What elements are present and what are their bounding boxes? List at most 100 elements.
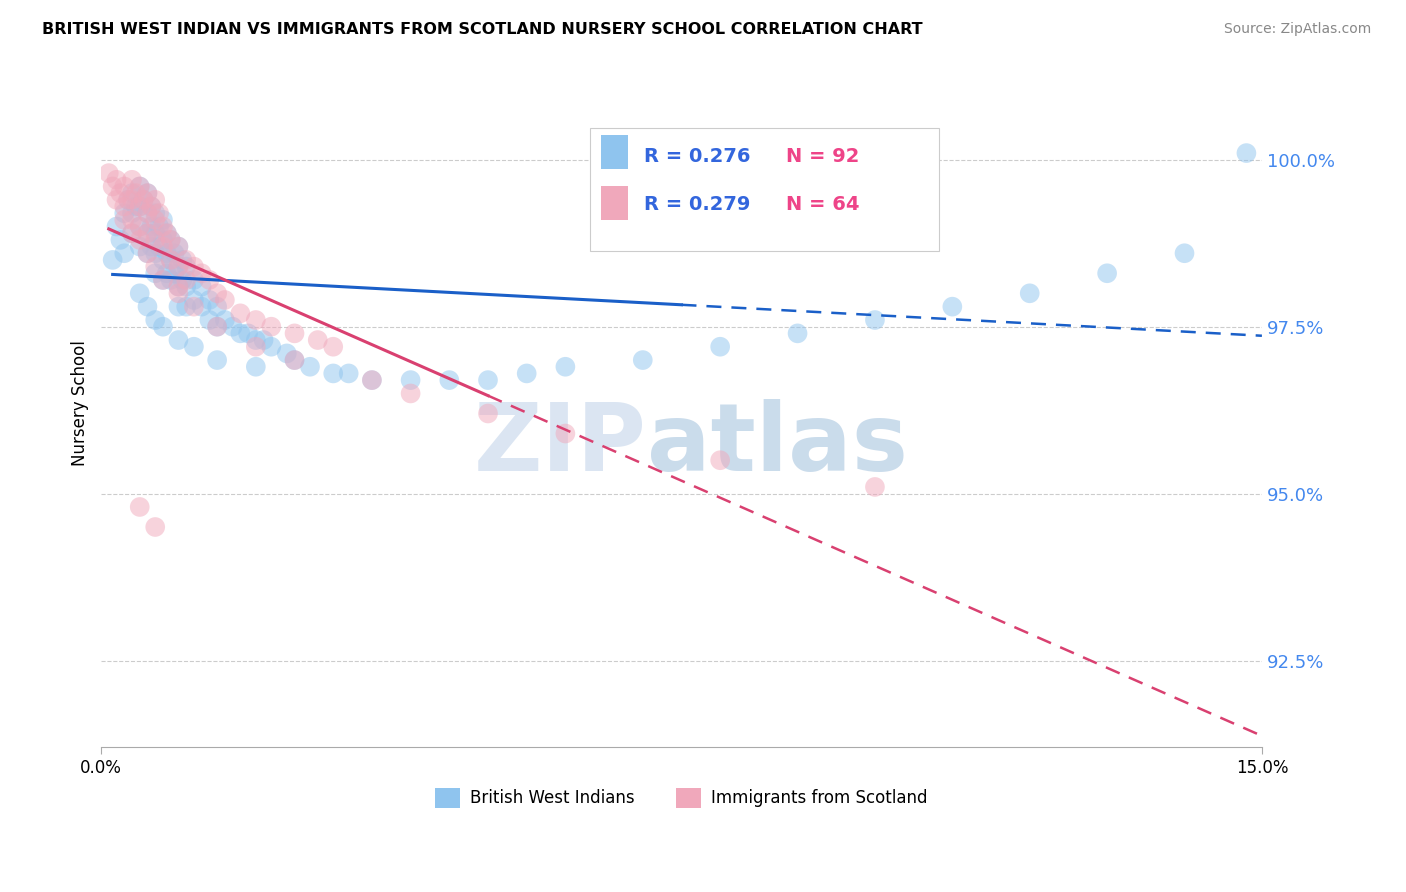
Point <box>183 300 205 314</box>
Point <box>128 239 150 253</box>
Point <box>198 293 221 307</box>
Point <box>128 179 150 194</box>
Point <box>167 239 190 253</box>
Point <box>105 193 128 207</box>
Point <box>236 326 259 341</box>
Point <box>128 199 150 213</box>
Point <box>152 233 174 247</box>
Point <box>439 373 461 387</box>
Point <box>516 367 538 381</box>
Point <box>152 319 174 334</box>
Point <box>167 279 190 293</box>
Point <box>159 252 181 267</box>
Y-axis label: Nursery School: Nursery School <box>72 341 89 467</box>
Point <box>143 193 166 207</box>
Text: ZIP: ZIP <box>474 399 647 491</box>
Point <box>141 199 163 213</box>
Point <box>136 246 159 260</box>
Text: Source: ZipAtlas.com: Source: ZipAtlas.com <box>1223 22 1371 37</box>
Point <box>399 386 422 401</box>
Point <box>136 246 159 260</box>
Point <box>152 239 174 253</box>
Point <box>112 206 135 220</box>
Point <box>283 353 305 368</box>
Point <box>141 219 163 234</box>
Point <box>159 252 181 267</box>
Legend: British West Indians, Immigrants from Scotland: British West Indians, Immigrants from Sc… <box>429 781 935 814</box>
Point <box>112 212 135 227</box>
Point <box>174 279 197 293</box>
Point <box>152 273 174 287</box>
Point <box>101 179 124 194</box>
Point <box>143 520 166 534</box>
Point <box>205 319 228 334</box>
Point <box>156 226 179 240</box>
Point <box>245 340 267 354</box>
Point <box>283 353 305 368</box>
Point <box>260 340 283 354</box>
Point <box>183 273 205 287</box>
Point <box>709 453 731 467</box>
Text: BRITISH WEST INDIAN VS IMMIGRANTS FROM SCOTLAND NURSERY SCHOOL CORRELATION CHART: BRITISH WEST INDIAN VS IMMIGRANTS FROM S… <box>42 22 922 37</box>
Point <box>399 373 422 387</box>
Point <box>167 279 190 293</box>
Point <box>863 313 886 327</box>
Text: R = 0.279: R = 0.279 <box>644 195 751 214</box>
Point <box>283 326 305 341</box>
Point <box>167 286 190 301</box>
Point <box>121 206 143 220</box>
Point <box>205 353 228 368</box>
Point <box>198 273 221 287</box>
Point <box>190 300 212 314</box>
Point <box>322 340 344 354</box>
Point <box>136 226 159 240</box>
Point <box>128 286 150 301</box>
Point <box>121 173 143 187</box>
Point <box>477 407 499 421</box>
Point <box>128 233 150 247</box>
Point <box>245 359 267 374</box>
Point <box>125 186 148 201</box>
Point <box>190 266 212 280</box>
Point <box>183 340 205 354</box>
Point <box>148 239 170 253</box>
Point <box>105 219 128 234</box>
Point <box>132 193 155 207</box>
Point <box>143 233 166 247</box>
Point <box>97 166 120 180</box>
Point <box>941 300 963 314</box>
Point <box>128 219 150 234</box>
Point <box>148 219 170 234</box>
Point <box>143 246 166 260</box>
Point <box>136 186 159 201</box>
Point <box>112 199 135 213</box>
Point <box>183 260 205 274</box>
Point <box>214 313 236 327</box>
Point <box>167 260 190 274</box>
Point <box>132 193 155 207</box>
Point <box>554 426 576 441</box>
Point <box>229 326 252 341</box>
Point <box>221 319 243 334</box>
Point <box>361 373 384 387</box>
Point <box>110 233 132 247</box>
Point <box>163 246 186 260</box>
Point <box>163 266 186 280</box>
Point <box>172 252 194 267</box>
Point <box>307 333 329 347</box>
Text: N = 92: N = 92 <box>786 147 859 166</box>
Point <box>156 226 179 240</box>
Point <box>136 206 159 220</box>
Point <box>101 252 124 267</box>
Point <box>110 186 132 201</box>
Point <box>121 226 143 240</box>
Point <box>143 313 166 327</box>
Point <box>245 333 267 347</box>
Point <box>159 233 181 247</box>
Point <box>152 273 174 287</box>
Point <box>128 199 150 213</box>
Point <box>361 373 384 387</box>
Point <box>121 186 143 201</box>
Point <box>709 340 731 354</box>
Point <box>214 293 236 307</box>
